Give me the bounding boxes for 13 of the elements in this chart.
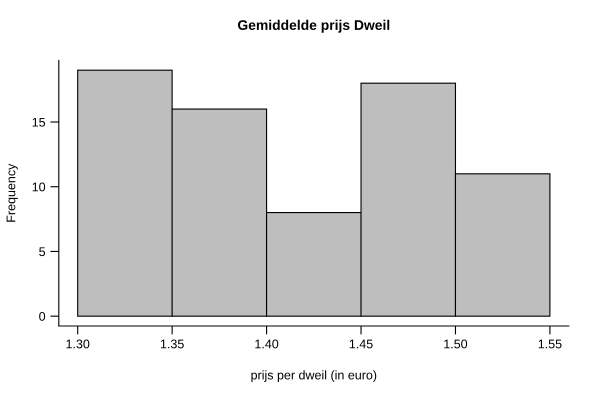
x-tick-label: 1.35 (160, 340, 184, 348)
chart-title: Gemiddelde prijs Dweil (238, 20, 390, 33)
y-tick-label: 10 (32, 182, 46, 192)
x-axis-title: prijs per dweil (in euro) (251, 370, 376, 382)
x-tick-label: 1.45 (350, 340, 373, 348)
x-tick-label: 1.30 (66, 340, 90, 348)
y-tick-label: 15 (32, 118, 46, 127)
y-axis-title: Frequency (6, 164, 18, 222)
x-tick-label: 1.50 (444, 340, 468, 348)
x-tick-label: 1.55 (538, 340, 562, 348)
x-tick-label: 1.40 (255, 340, 278, 348)
y-tick-label: 5 (39, 247, 46, 256)
y-tick-label: 0 (39, 312, 46, 321)
